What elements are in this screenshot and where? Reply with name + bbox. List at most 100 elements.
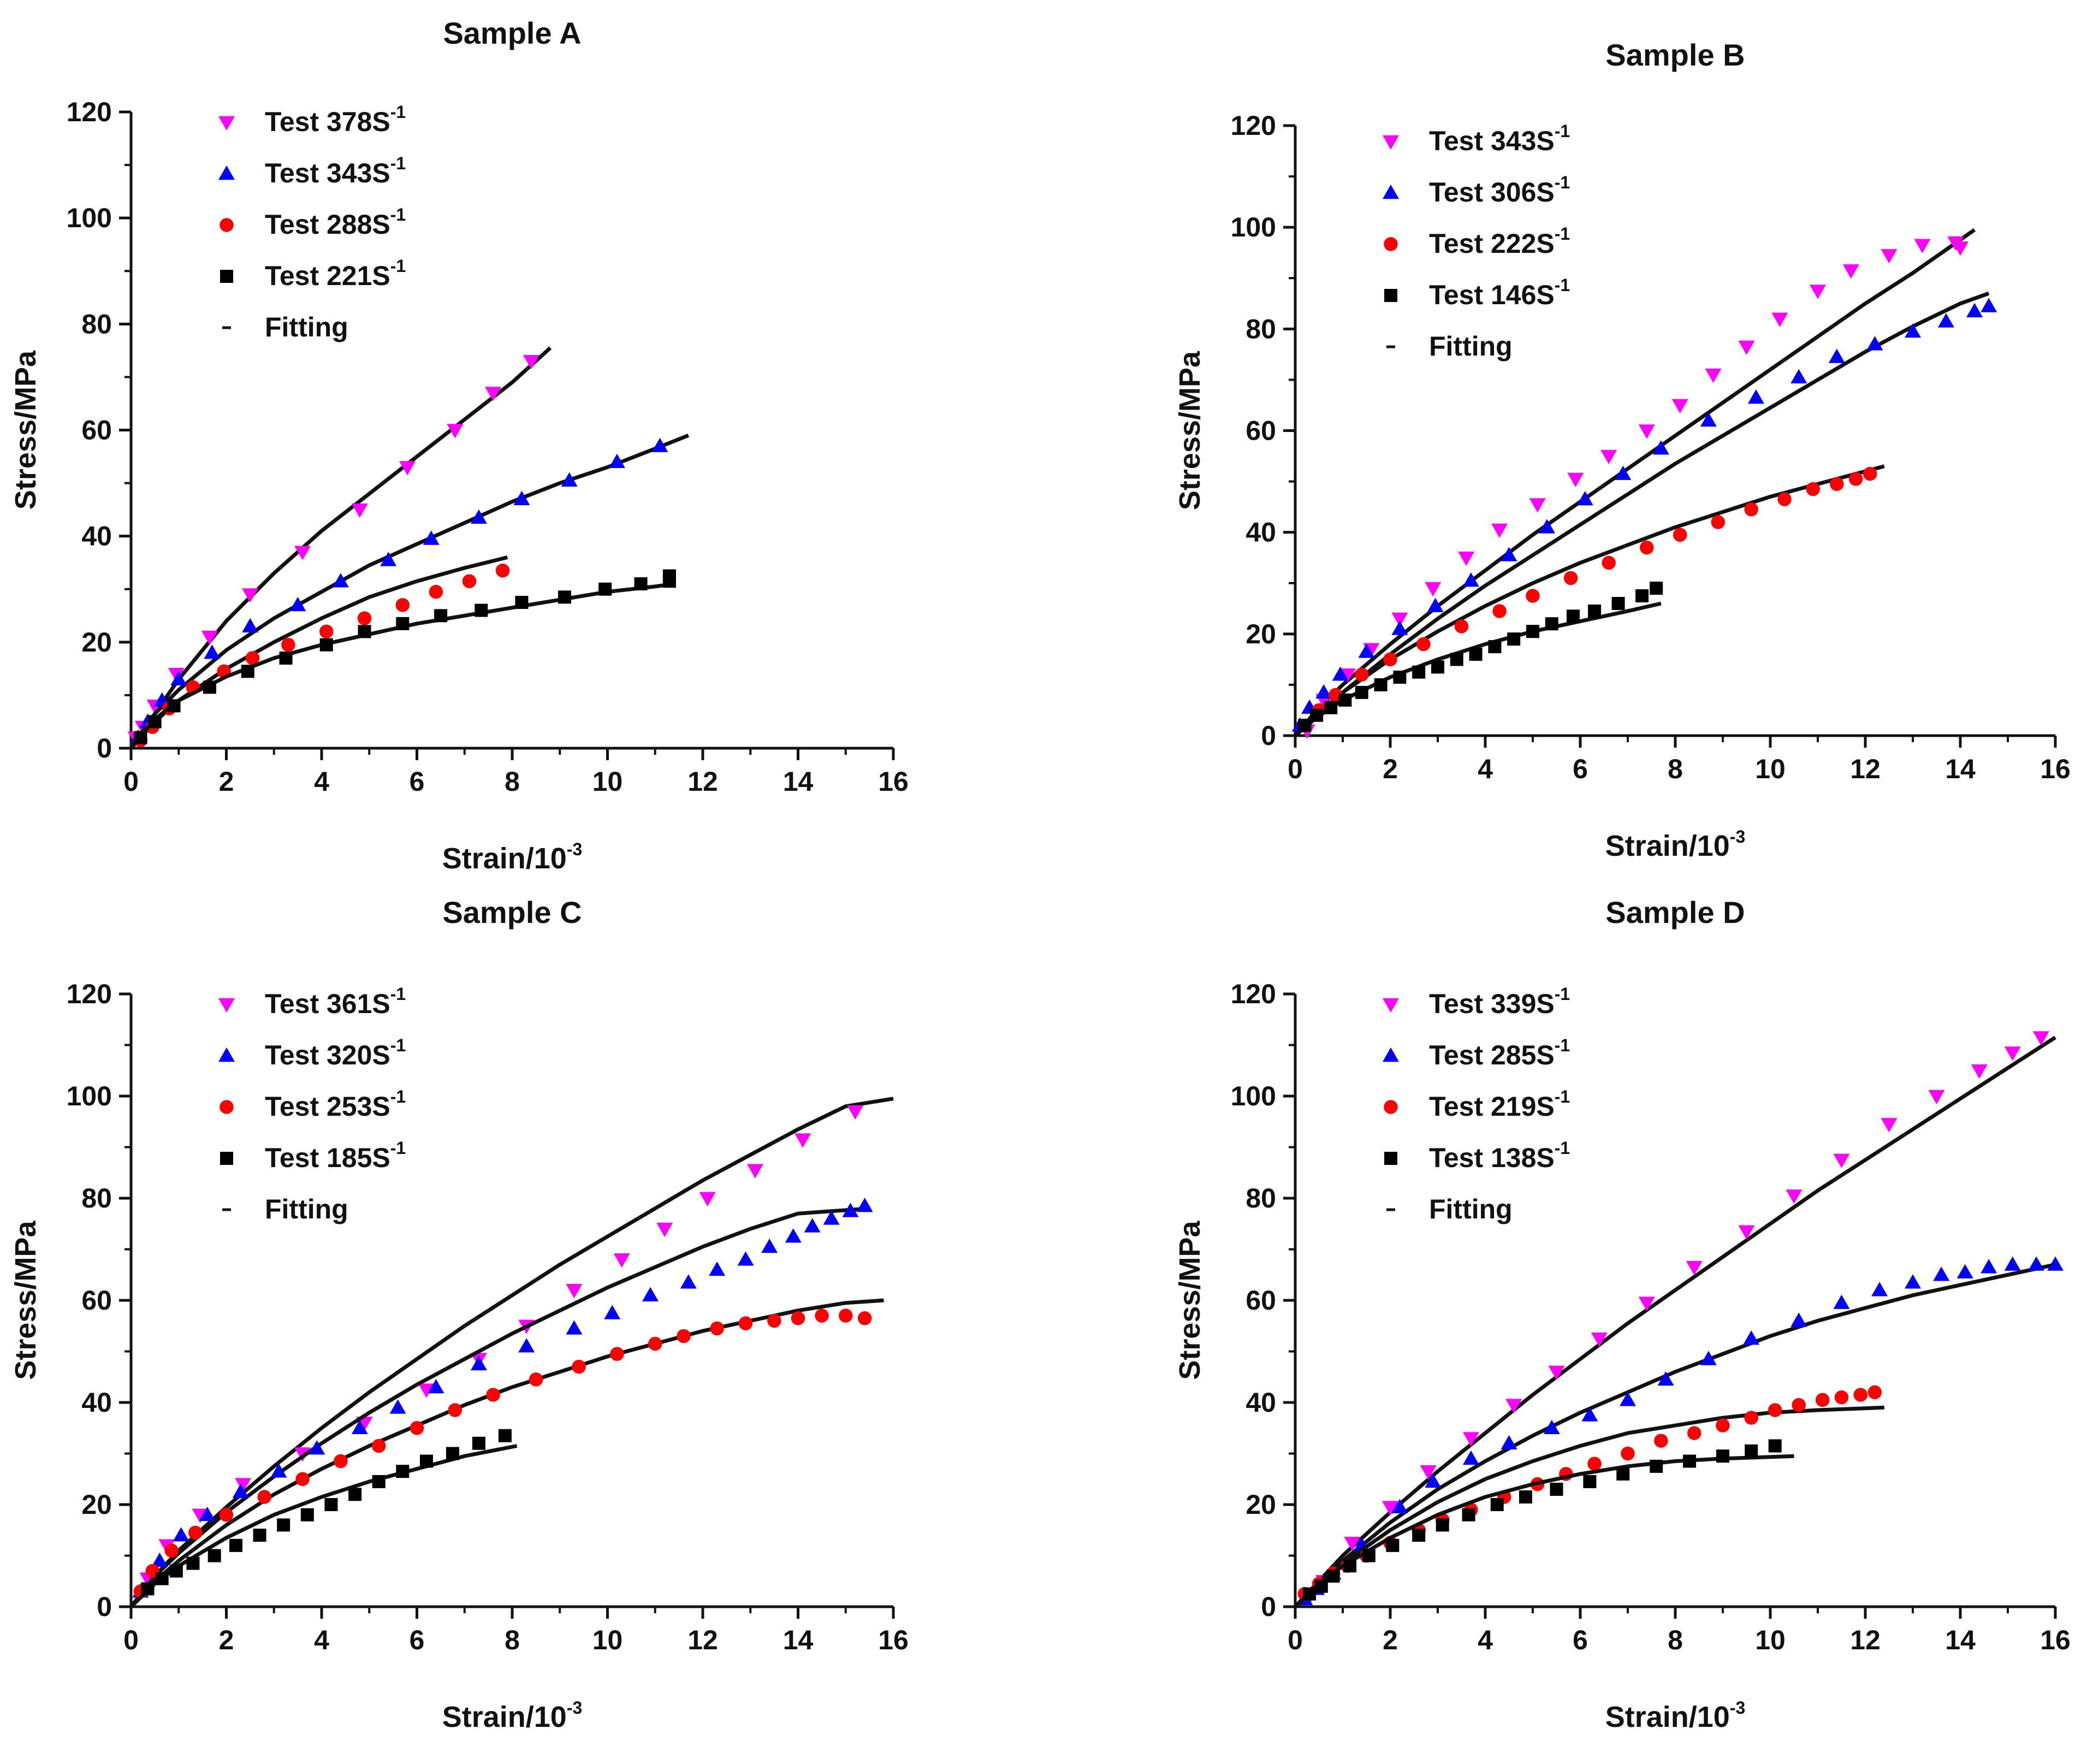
legend-label: Test 253S-1 <box>265 1087 406 1122</box>
legend-label: Test 138S-1 <box>1429 1138 1570 1173</box>
data-point <box>1640 540 1654 555</box>
data-point <box>334 1454 348 1469</box>
data-point <box>498 1429 512 1442</box>
fitting-curve <box>1295 228 1976 736</box>
data-point <box>1981 1259 1997 1274</box>
data-point <box>1587 1457 1602 1471</box>
x-tick-label: 2 <box>219 1625 234 1655</box>
x-tick-label: 4 <box>1478 754 1493 784</box>
data-point <box>656 1222 673 1238</box>
data-point <box>610 1347 624 1361</box>
legend-label-exponent: -1 <box>1555 984 1570 1004</box>
legend-marker <box>1384 289 1397 302</box>
fitting-curve <box>131 1444 518 1607</box>
x-tick-label: 14 <box>783 766 814 797</box>
data-point <box>418 1383 435 1398</box>
data-point <box>1833 1294 1850 1309</box>
fitting-curve <box>1295 1405 1884 1607</box>
data-point <box>1806 482 1821 496</box>
data-point <box>186 1556 200 1570</box>
data-point <box>199 1506 216 1521</box>
data-point <box>1416 637 1431 652</box>
series-test-288s <box>131 555 510 748</box>
data-point <box>1391 612 1408 627</box>
y-tick-label: 40 <box>1246 1387 1276 1418</box>
data-point <box>1344 1536 1361 1552</box>
data-point <box>598 582 612 596</box>
data-point <box>188 1525 203 1540</box>
y-tick-label: 40 <box>81 1387 112 1418</box>
data-point <box>1431 660 1444 674</box>
data-point <box>1462 1508 1475 1522</box>
data-point <box>1620 1392 1636 1406</box>
series-test-138s <box>1295 1439 1794 1607</box>
data-point <box>1786 1189 1803 1204</box>
legend: Test 343S-1 Test 306S-1 Test 222S-1 Test 14… <box>1383 121 1570 362</box>
data-point <box>289 596 306 612</box>
x-tick-label: 6 <box>1573 754 1588 784</box>
chart-title: Sample D <box>1605 895 1745 930</box>
data-point <box>857 1311 872 1325</box>
fitting-curve <box>131 346 552 748</box>
data-point <box>173 1527 189 1542</box>
data-point <box>1462 1432 1479 1447</box>
legend-label-exponent: -1 <box>390 1138 406 1158</box>
data-point <box>1952 241 1969 256</box>
y-tick-label: 20 <box>1246 1489 1276 1520</box>
data-point <box>1635 589 1649 603</box>
legend-label-exponent: -1 <box>1555 121 1570 141</box>
x-tick-label: 0 <box>123 766 139 797</box>
legend-label-exponent: -1 <box>390 102 406 122</box>
data-point <box>229 1538 242 1552</box>
data-point <box>1427 597 1444 612</box>
x-tick-label: 2 <box>1383 754 1398 784</box>
data-point <box>389 1399 406 1414</box>
data-point <box>561 472 578 487</box>
x-tick-label: 4 <box>314 1625 329 1655</box>
legend-marker <box>1383 1047 1399 1062</box>
data-point <box>1833 1153 1850 1168</box>
data-point <box>201 630 218 646</box>
y-tick-label: 60 <box>81 415 112 446</box>
data-point <box>1488 640 1502 654</box>
data-point <box>738 1316 753 1330</box>
x-tick-label: 6 <box>410 1625 425 1655</box>
data-point <box>613 1253 630 1268</box>
data-point <box>371 1439 386 1453</box>
data-point <box>1501 547 1517 561</box>
chart-panel-c: Sample C 0 2 4 6 8 10 12 14 16 0 20 40 60 80 100 120 Stra… <box>9 895 909 1733</box>
data-point <box>1966 303 1983 318</box>
data-point <box>1358 643 1375 658</box>
y-tick-label: 40 <box>1246 517 1276 548</box>
legend-label: Test 146S-1 <box>1429 275 1570 310</box>
data-point <box>785 1228 802 1243</box>
y-tick-label: 80 <box>81 309 112 339</box>
series-test-285s <box>1295 1256 2064 1607</box>
legend-label-exponent: -1 <box>1555 1138 1570 1158</box>
fitting-curve <box>1295 464 1885 736</box>
data-point <box>1981 298 1997 312</box>
data-point <box>1716 1449 1729 1463</box>
fitting-curve <box>131 555 508 748</box>
x-tick-label: 14 <box>1945 1625 1976 1655</box>
series-test-222s <box>1295 464 1885 736</box>
data-point <box>1436 1518 1449 1532</box>
data-point <box>1881 249 1898 264</box>
data-point <box>295 1472 310 1486</box>
data-point <box>1529 498 1546 513</box>
data-point <box>1738 1225 1755 1240</box>
legend-label: Test 306S-1 <box>1429 173 1570 208</box>
y-tick-label: 100 <box>67 1081 112 1111</box>
chart-title: Sample A <box>443 16 581 50</box>
data-point <box>332 573 349 588</box>
data-point <box>1615 465 1632 480</box>
data-point <box>1683 1454 1697 1468</box>
data-point <box>168 667 185 683</box>
legend-label-exponent: -1 <box>390 205 406 224</box>
data-point <box>1790 369 1807 384</box>
x-tick-label: 8 <box>1668 1625 1683 1655</box>
data-point <box>495 564 510 578</box>
data-point <box>515 596 529 609</box>
data-point <box>1654 1434 1668 1448</box>
data-point <box>572 1359 586 1374</box>
